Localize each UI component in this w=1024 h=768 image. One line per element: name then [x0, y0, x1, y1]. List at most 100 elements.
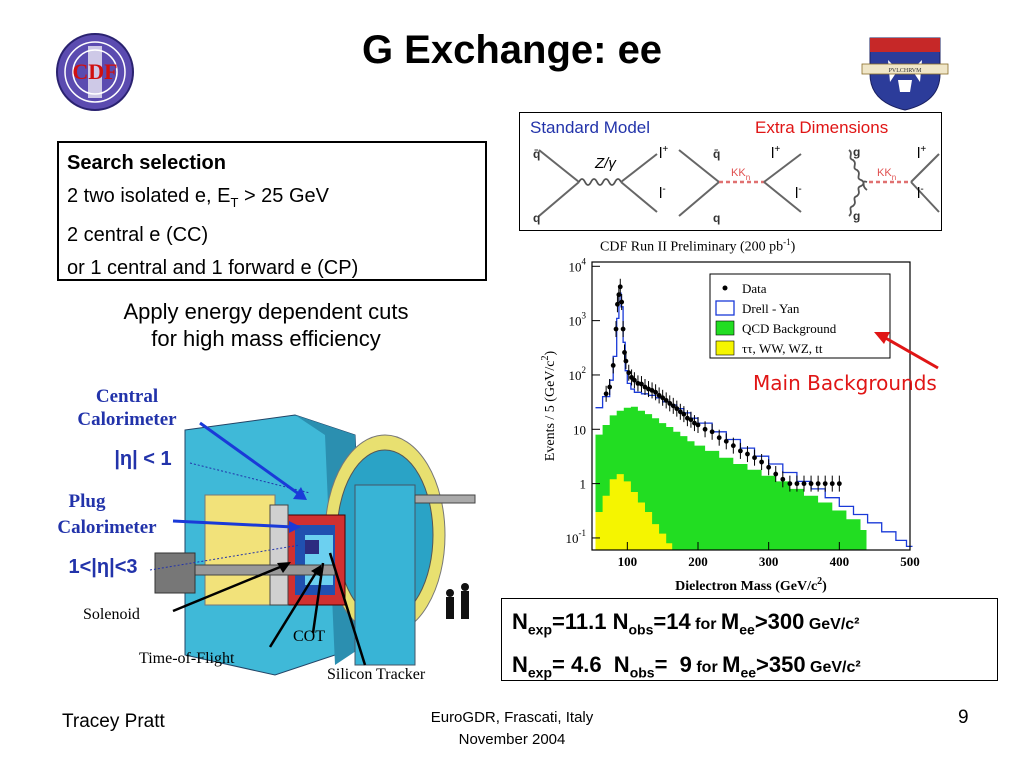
data-point — [653, 389, 658, 395]
data-point — [787, 481, 793, 487]
sm-lplus: l+ — [659, 144, 668, 162]
x-tick-label: 200 — [688, 554, 708, 569]
data-point — [752, 455, 757, 461]
data-point — [623, 358, 629, 364]
y-axis-label: Events / 5 (GeV/c2) — [540, 350, 558, 461]
data-point — [723, 438, 729, 444]
data-point — [780, 476, 786, 482]
data-point — [656, 393, 662, 398]
x-tick-label: 400 — [830, 554, 850, 569]
data-point — [677, 409, 683, 415]
data-point — [607, 384, 613, 390]
central-cal-label-1: Central — [96, 386, 158, 407]
data-point — [620, 326, 626, 332]
data-point — [649, 387, 655, 393]
expected-observed-box: Nexp=11.1 Nobs=14 for Mee>300 GeV/c² Nex… — [501, 598, 998, 681]
sm-q: q — [533, 211, 540, 225]
data-point — [702, 426, 708, 432]
central-eta-label: |η| < 1 — [114, 448, 171, 470]
search-selection-line-2: 2 central e (CC) — [67, 224, 209, 246]
page-number: 9 — [958, 707, 969, 728]
cot-label: COT — [293, 628, 325, 645]
legend-swatch-other — [715, 340, 735, 356]
legend-box — [709, 273, 891, 359]
data-point — [613, 326, 619, 332]
plot-area: 100 200 300 400 50010410310210110-1Dielectro… — [540, 256, 920, 594]
data-point — [681, 411, 687, 417]
data-point — [642, 384, 648, 390]
kk-gg-lplus: l+ — [917, 144, 926, 162]
data-point — [716, 435, 722, 441]
other-background-fill — [595, 474, 673, 550]
data-point — [692, 420, 697, 426]
solenoid-label: Solenoid — [83, 606, 140, 623]
footer-venue-line-1: EuroGDR, Frascati, Italy — [430, 709, 594, 726]
people-scale-figures — [446, 583, 469, 619]
et-sub: T — [230, 195, 239, 210]
data-point — [759, 459, 764, 465]
et-suffix: > 25 GeV — [238, 185, 330, 207]
data-point — [822, 481, 828, 487]
plug-eta-label: 1<|η|<3 — [68, 556, 137, 578]
data-point — [663, 398, 669, 403]
data-point — [745, 451, 750, 457]
university-crest: PVLCHRVM — [861, 37, 949, 111]
main-backgrounds-arrow — [874, 332, 939, 370]
standard-model-label: Standard Model — [530, 118, 651, 137]
data-point — [674, 406, 680, 412]
central-cal-label-2: Calorimeter — [77, 409, 177, 430]
data-point — [617, 284, 623, 290]
sm-diagram: q̄ q Z/γ l+ l- — [533, 144, 668, 225]
data-point — [766, 464, 772, 470]
plot-frame — [591, 261, 911, 551]
data-point — [667, 400, 673, 406]
kk-gg-propagator-label: KKn — [877, 167, 896, 182]
data-point — [773, 471, 779, 477]
data-point — [808, 481, 814, 487]
kk-g-bottom: g — [853, 209, 860, 223]
data-point — [730, 443, 736, 449]
sm-propagator-label: Z/γ — [594, 155, 617, 172]
kk-lminus: l- — [795, 184, 802, 202]
x-tick-label: 300 — [759, 554, 779, 569]
cuts-line-1: Apply energy dependent cuts — [123, 299, 409, 324]
legend-swatch-drell-yan — [715, 300, 735, 316]
data-point — [603, 391, 609, 397]
y-tick-label: 1 — [580, 477, 587, 492]
kk-lplus: l+ — [771, 144, 780, 162]
search-selection-line-1: 2 two isolated e, ET > 25 GeV — [67, 180, 477, 219]
legend-swatch-data — [722, 285, 728, 291]
y-tick-label: 103 — [569, 311, 587, 329]
cdf-logo: CDF — [56, 33, 134, 111]
kk-q: q — [713, 211, 720, 225]
kk-gg-lminus: l- — [917, 184, 924, 202]
feynman-diagrams-box — [519, 112, 942, 231]
nexp-row-300: Nexp=11.1 Nobs=14 for Mee>300 GeV/c² — [512, 609, 860, 638]
search-selection-line-3: or 1 central and 1 forward e (CP) — [67, 257, 359, 279]
cdf-detector-illustration: Central Calorimeter |η| < 1 Plug Calorim… — [57, 386, 476, 683]
legend-label-other: ττ, WW, WZ, tt — [742, 341, 823, 356]
tof-label: Time-of-Flight — [139, 650, 235, 667]
et-prefix: 2 two isolated e, E — [67, 185, 231, 207]
data-point — [829, 481, 835, 487]
data-point — [660, 395, 666, 401]
footer-author: Tracey Pratt — [62, 711, 165, 732]
detector-body — [154, 414, 476, 676]
sm-lminus: l- — [659, 184, 666, 202]
feynman-diagrams: q̄ q Z/γ l+ l- q̄ q KKn l+ l- g g KKn l+… — [533, 144, 940, 225]
plug-cal-label-2: Calorimeter — [57, 517, 157, 538]
data-point — [801, 481, 807, 487]
callout-arrows — [172, 421, 367, 666]
plot-title: CDF Run II Preliminary (200 pb-1) — [600, 237, 796, 255]
page-title: G Exchange: ee — [361, 28, 663, 72]
kk-g-top: g — [853, 145, 860, 159]
data-point — [615, 301, 620, 307]
data-point — [610, 362, 616, 368]
footer-venue-line-2: November 2004 — [458, 731, 566, 748]
x-tick-label: 500 — [900, 554, 920, 569]
dielectron-mass-chart: 100 200 300 400 50010410310210110-1Dielectro… — [540, 256, 920, 594]
data-point — [619, 299, 625, 305]
kk-propagator-label: KKn — [731, 167, 750, 182]
extra-dimensions-label: Extra Dimensions — [755, 118, 889, 137]
sm-qbar: q̄ — [533, 147, 540, 161]
